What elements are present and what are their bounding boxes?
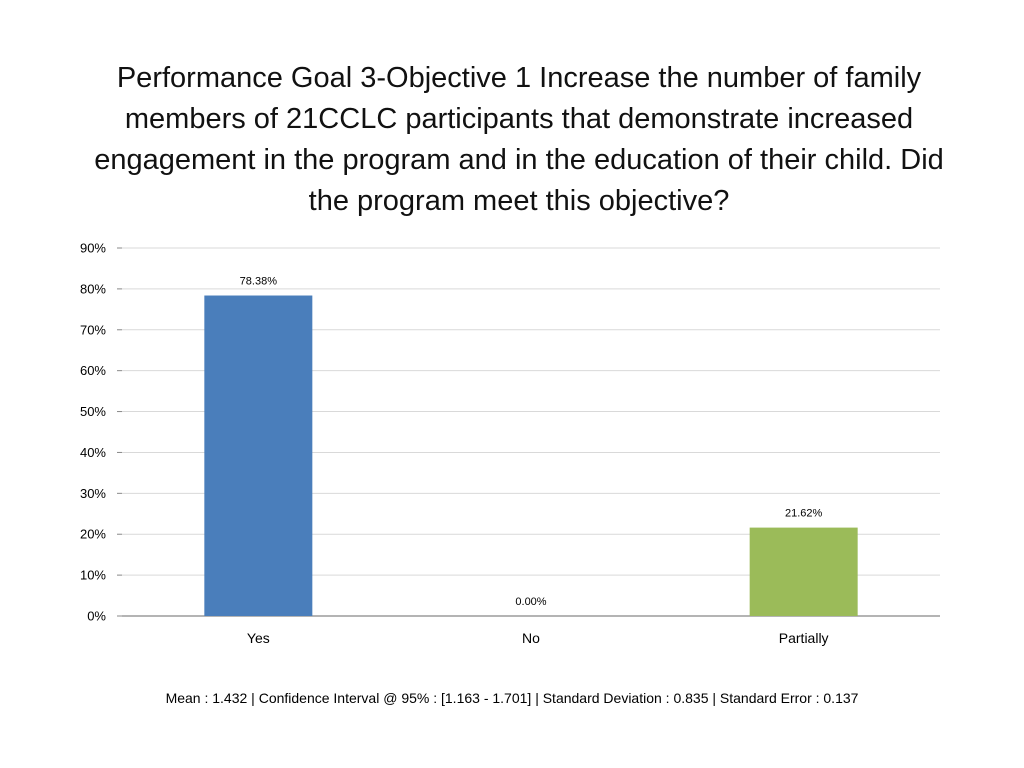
y-tick-label: 90% — [80, 241, 106, 256]
x-axis-categories: Yes No Partially — [247, 630, 829, 646]
y-tick-label: 20% — [80, 527, 106, 542]
category-label-partially: Partially — [779, 630, 829, 646]
category-label-no: No — [522, 630, 540, 646]
stats-footer: Mean : 1.432 | Confidence Interval @ 95%… — [165, 690, 859, 706]
category-label-yes: Yes — [247, 630, 270, 646]
y-tick-label: 40% — [80, 445, 106, 460]
y-tick-label: 80% — [80, 281, 106, 296]
data-label-yes: 78.38% — [240, 276, 278, 288]
bar-yes — [204, 295, 313, 616]
data-label-no: 0.00% — [515, 596, 546, 608]
y-tick-label: 60% — [80, 363, 106, 378]
y-tick-label: 50% — [80, 404, 106, 419]
y-tick-label: 10% — [80, 568, 106, 583]
y-tick-label: 0% — [87, 609, 106, 624]
bar-partially — [749, 527, 858, 616]
y-tick-label: 30% — [80, 486, 106, 501]
bars — [204, 295, 858, 616]
data-labels: 78.38% 0.00% 21.62% — [240, 276, 823, 608]
data-label-partially: 21.62% — [785, 508, 823, 520]
y-tick-label: 70% — [80, 322, 106, 337]
y-axis-ticks: 0% 10% 20% 30% 40% 50% 60% 70% 80% 90% — [80, 241, 106, 624]
chart-title: Performance Goal 3-Objective 1 Increase … — [94, 62, 944, 217]
